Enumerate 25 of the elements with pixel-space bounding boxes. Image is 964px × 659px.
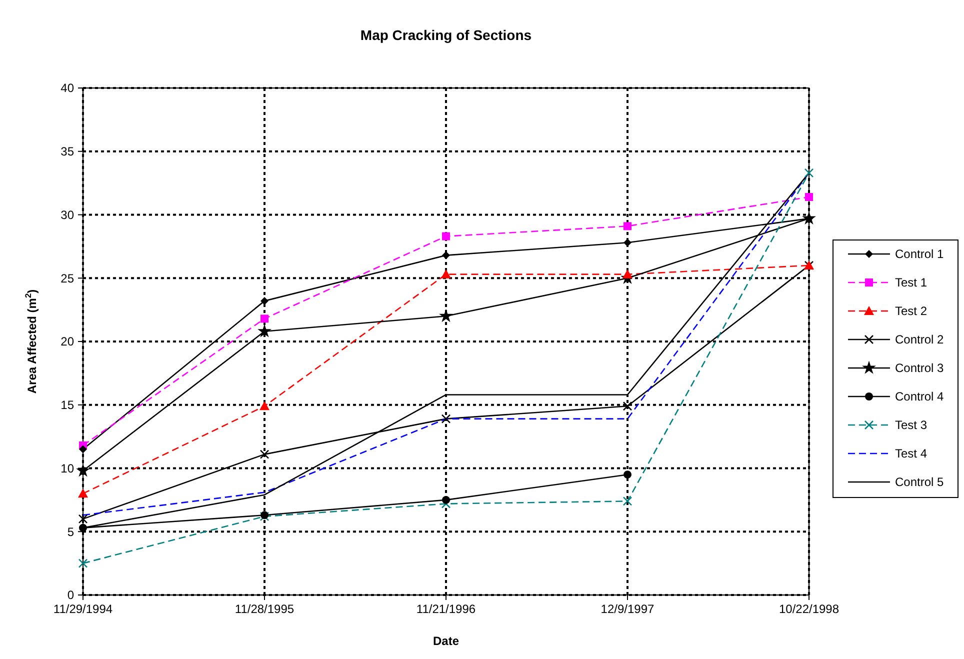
legend-label: Test 3	[895, 418, 928, 432]
legend-label: Control 4	[895, 390, 944, 404]
y-tick-label: 10	[60, 461, 74, 476]
legend-label: Control 1	[895, 247, 944, 262]
y-tick-label: 30	[60, 208, 74, 222]
y-tick-label: 25	[60, 271, 74, 286]
legend-label: Control 3	[895, 361, 944, 376]
chart-title: Map Cracking of Sections	[360, 27, 532, 43]
y-tick-label: 15	[60, 398, 74, 412]
legend-label: Test 1	[895, 276, 928, 290]
legend-label: Control 2	[895, 332, 944, 347]
y-tick-label: 5	[67, 524, 74, 539]
legend-label: Control 5	[895, 475, 944, 490]
y-tick-label: 0	[67, 588, 74, 602]
y-tick-label: 40	[60, 81, 74, 96]
legend-label: Test 2	[895, 304, 928, 318]
x-tick-label: 11/28/1995	[234, 602, 294, 616]
y-tick-label: 35	[60, 144, 74, 159]
x-tick-label: 10/22/1998	[778, 602, 840, 616]
x-tick-label: 11/21/1996	[416, 602, 476, 616]
x-tick-label: 12/9/1997	[600, 602, 655, 616]
x-axis-title: Date	[432, 634, 460, 648]
x-tick-label: 11/29/1994	[53, 602, 113, 616]
legend-label: Test 4	[895, 446, 928, 461]
y-tick-label: 20	[60, 334, 74, 349]
